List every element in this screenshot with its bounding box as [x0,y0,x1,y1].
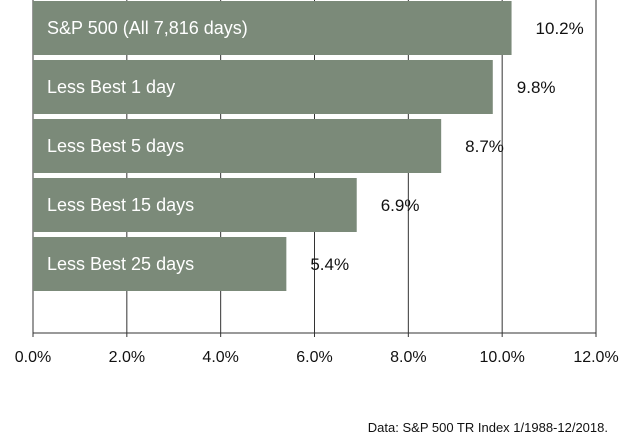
tick-label-0: 0.0% [15,349,51,366]
tick-label-1: 2.0% [109,349,145,366]
bar-3 [33,178,357,232]
data-label-0: 10.2% [536,19,584,38]
tick-label-5: 10.0% [479,349,524,366]
bar-label-3: Less Best 15 days [47,195,194,215]
bar-label-0: S&P 500 (All 7,816 days) [47,18,248,38]
bar-0 [33,1,512,55]
bars [33,1,512,291]
data-label-1: 9.8% [517,78,556,97]
data-labels: 10.2% 9.8% 8.7% 6.9% 5.4% [310,19,583,274]
data-label-4: 5.4% [310,255,349,274]
source-note: Data: S&P 500 TR Index 1/1988-12/2018. [367,420,608,435]
tick-label-6: 12.0% [573,349,618,366]
bar-2 [33,119,442,173]
tick-label-4: 8.0% [390,349,426,366]
data-label-2: 8.7% [465,137,504,156]
bar-label-1: Less Best 1 day [47,77,175,97]
bar-labels: S&P 500 (All 7,816 days) Less Best 1 day L… [47,18,248,274]
tick-labels: 0.0% 2.0% 4.0% 6.0% 8.0% 10.0% 12.0% [15,349,619,366]
bar-1 [33,60,493,114]
bar-label-2: Less Best 5 days [47,136,184,156]
bar-label-4: Less Best 25 days [47,254,194,274]
bar-4 [33,237,287,291]
data-label-3: 6.9% [381,196,420,215]
tick-label-3: 6.0% [296,349,332,366]
tick-label-2: 4.0% [202,349,238,366]
